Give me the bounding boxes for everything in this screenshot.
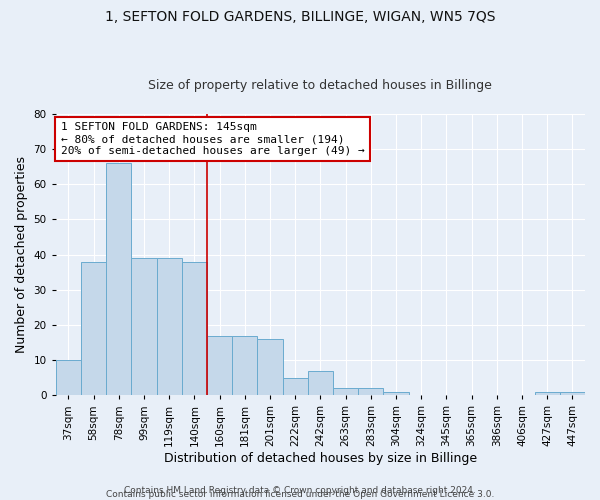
Bar: [106, 163, 131, 396]
Bar: [157, 258, 182, 396]
Bar: [283, 378, 308, 396]
Bar: [131, 258, 157, 396]
Bar: [535, 392, 560, 396]
Bar: [257, 339, 283, 396]
X-axis label: Distribution of detached houses by size in Billinge: Distribution of detached houses by size …: [164, 452, 477, 465]
Bar: [358, 388, 383, 396]
Bar: [56, 360, 81, 396]
Text: 1, SEFTON FOLD GARDENS, BILLINGE, WIGAN, WN5 7QS: 1, SEFTON FOLD GARDENS, BILLINGE, WIGAN,…: [105, 10, 495, 24]
Text: Contains public sector information licensed under the Open Government Licence 3.: Contains public sector information licen…: [106, 490, 494, 499]
Y-axis label: Number of detached properties: Number of detached properties: [15, 156, 28, 353]
Bar: [383, 392, 409, 396]
Text: 1 SEFTON FOLD GARDENS: 145sqm
← 80% of detached houses are smaller (194)
20% of : 1 SEFTON FOLD GARDENS: 145sqm ← 80% of d…: [61, 122, 365, 156]
Bar: [560, 392, 585, 396]
Bar: [232, 336, 257, 396]
Title: Size of property relative to detached houses in Billinge: Size of property relative to detached ho…: [148, 79, 492, 92]
Bar: [81, 262, 106, 396]
Bar: [308, 370, 333, 396]
Bar: [333, 388, 358, 396]
Bar: [207, 336, 232, 396]
Text: Contains HM Land Registry data © Crown copyright and database right 2024.: Contains HM Land Registry data © Crown c…: [124, 486, 476, 495]
Bar: [182, 262, 207, 396]
